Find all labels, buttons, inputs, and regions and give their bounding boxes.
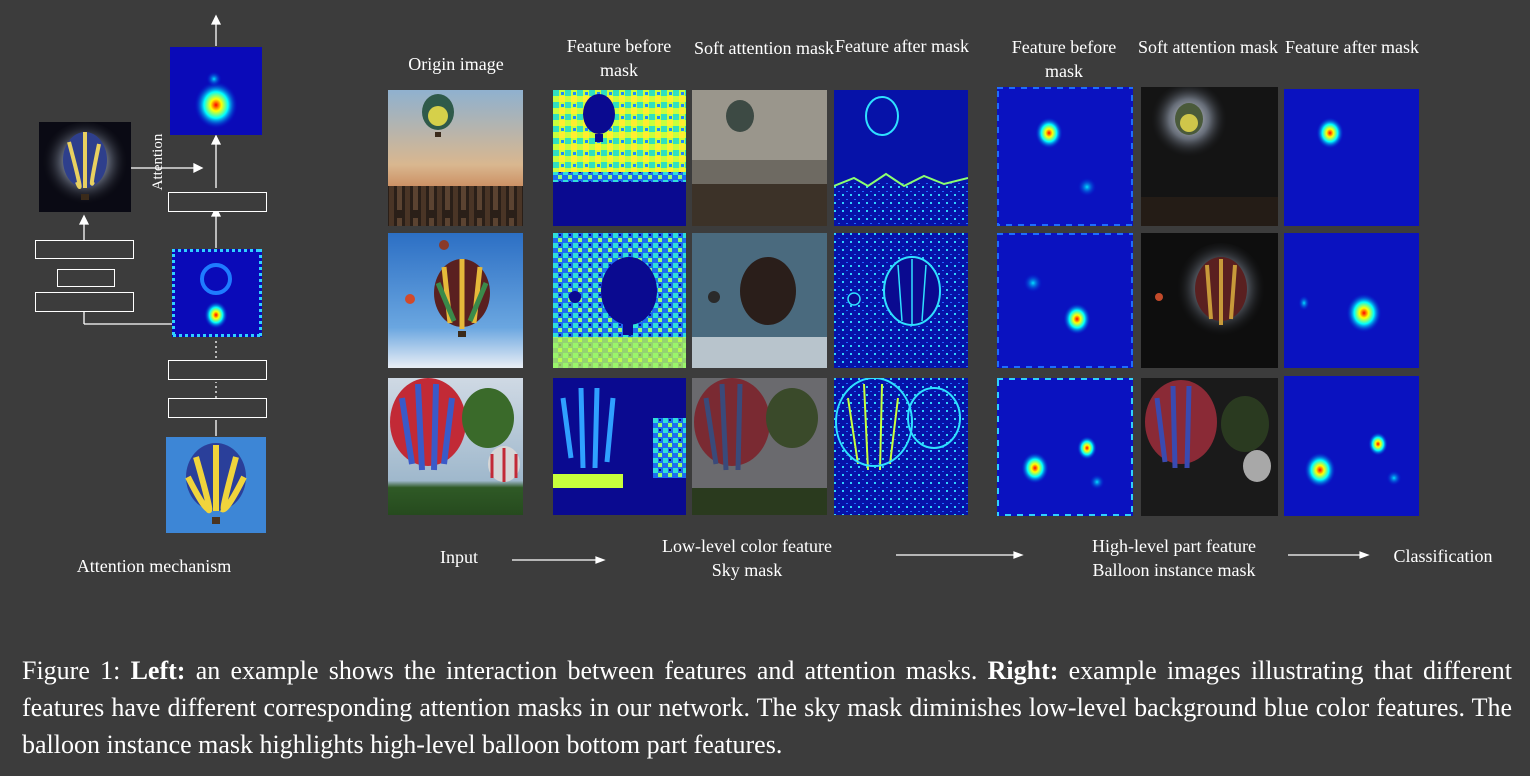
row1-sky-attention-mask xyxy=(692,90,827,226)
column-header-low-after: Feature after mask xyxy=(835,36,969,56)
attention-mask-image xyxy=(39,122,131,212)
row1-balloon-attention-mask xyxy=(1141,87,1278,226)
row3-sky-attention-mask xyxy=(692,378,827,515)
column-header-high-mask: Soft attention mask xyxy=(1138,37,1278,57)
caption-left-text: an example shows the interaction between… xyxy=(185,656,988,685)
row3-balloon-attention-mask xyxy=(1141,378,1278,516)
row2-high-feature-after xyxy=(1284,233,1419,368)
left-panel: Attention Attention mechanism xyxy=(0,0,320,590)
caption-left-label: Left: xyxy=(130,656,186,685)
row1-high-feature-after xyxy=(1284,89,1419,226)
attention-output-heatmap xyxy=(170,47,262,135)
row3-low-feature-before xyxy=(553,378,686,515)
row1-origin-image xyxy=(388,90,523,226)
row3-origin-image xyxy=(388,378,523,515)
left-diagram-arrows xyxy=(78,14,222,436)
row1-high-feature-before xyxy=(997,87,1133,226)
row2-origin-image xyxy=(388,233,523,368)
row3-high-feature-before xyxy=(997,378,1133,516)
figure-caption: Figure 1: Left: an example shows the int… xyxy=(22,652,1512,763)
pipeline-input: Input xyxy=(440,547,478,567)
row2-sky-attention-mask xyxy=(692,233,827,368)
column-header-origin: Origin image xyxy=(408,54,504,74)
feature-heatmap xyxy=(172,249,262,337)
mask-branch-block-3 xyxy=(35,292,134,312)
row2-low-feature-after xyxy=(834,233,968,368)
mask-branch-block-1 xyxy=(35,240,134,259)
row2-low-feature-before xyxy=(553,233,686,368)
pipeline-low-level-line1: Low-level color feature xyxy=(662,536,832,556)
caption-right-text: example images illustrating that differe… xyxy=(22,656,1512,759)
layer-block-mid-2 xyxy=(168,398,267,418)
pipeline-high-level-line1: High-level part feature xyxy=(1092,536,1256,556)
column-header-high-before: Feature before mask xyxy=(1011,37,1117,81)
layer-block-mid-1 xyxy=(168,360,267,380)
column-header-low-mask: Soft attention mask xyxy=(694,38,834,58)
column-header-high-after: Feature after mask xyxy=(1285,37,1419,57)
column-header-low-before: Feature before mask xyxy=(566,36,672,80)
row3-low-feature-after xyxy=(834,378,968,515)
row3-high-feature-after xyxy=(1284,376,1419,516)
row2-balloon-attention-mask xyxy=(1141,233,1278,368)
row1-low-feature-after xyxy=(834,90,968,226)
caption-right-label: Right: xyxy=(987,656,1059,685)
left-panel-title: Attention mechanism xyxy=(76,556,232,576)
mask-branch-block-2 xyxy=(57,269,115,287)
row2-high-feature-before xyxy=(997,233,1133,368)
row1-low-feature-before xyxy=(553,90,686,226)
pipeline-low-level-line2: Sky mask xyxy=(711,560,783,580)
pipeline-output: Classification xyxy=(1393,546,1493,566)
caption-prefix: Figure 1: xyxy=(22,656,131,685)
pipeline-arrows xyxy=(512,551,1370,564)
layer-block-top xyxy=(168,192,267,212)
input-balloon-image xyxy=(166,437,266,533)
pipeline-high-level-line2: Balloon instance mask xyxy=(1092,560,1256,580)
